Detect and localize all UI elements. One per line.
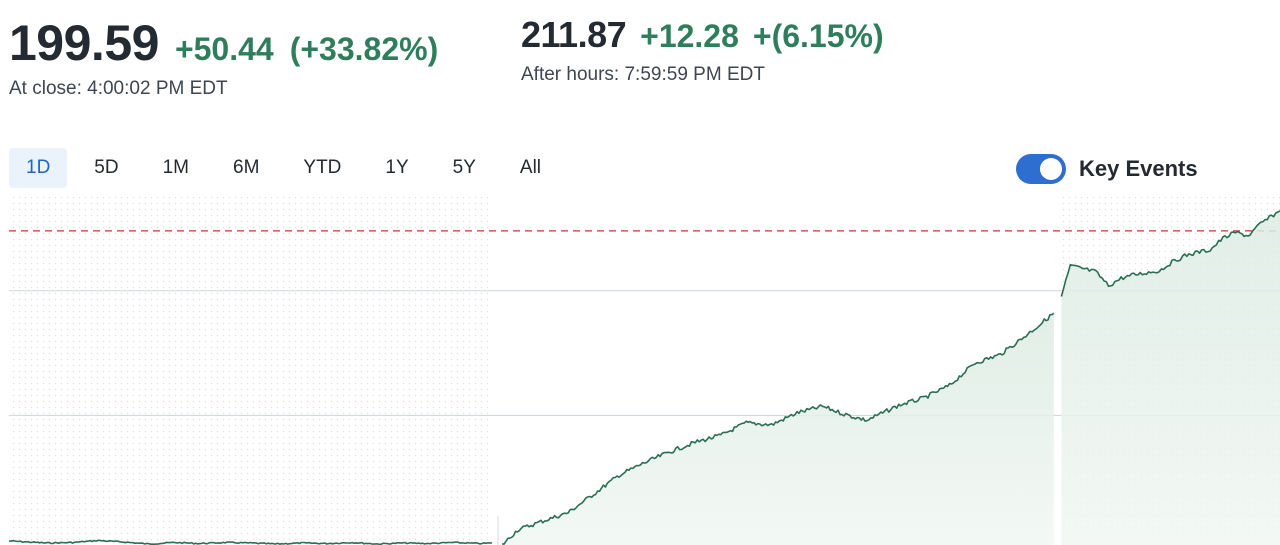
premarket-region [9, 196, 492, 545]
key-events-label: Key Events [1079, 156, 1198, 181]
close-change-percent: (+33.82%) [289, 31, 439, 67]
after-hours-price: 211.87 [521, 14, 627, 55]
close-time-label: At close: 4:00:02 PM EDT [9, 78, 438, 100]
range-1d-button[interactable]: 1D [9, 148, 68, 188]
range-1y-button[interactable]: 1Y [385, 157, 409, 178]
toggle-knob [1040, 158, 1062, 180]
time-range-selector: 1D 5D 1M 6M YTD 1Y 5Y All [9, 148, 568, 188]
range-all-button[interactable]: All [519, 157, 542, 178]
price-area-3 [1061, 211, 1280, 545]
price-line-1 [8, 539, 493, 545]
key-events-toggle[interactable] [1016, 154, 1066, 184]
key-events-control: Key Events [1016, 154, 1198, 184]
price-line-2 [502, 312, 1055, 545]
range-6m-button[interactable]: 6M [233, 157, 260, 178]
close-change: +50.44 [174, 31, 274, 67]
close-price: 199.59 [9, 15, 159, 71]
after-hours-change: +12.28 [640, 18, 739, 54]
close-quote: 199.59 +50.44 (+33.82%) At close: 4:00:0… [9, 14, 438, 100]
after-hours-change-percent: +(6.15%) [752, 18, 884, 54]
range-ytd-button[interactable]: YTD [303, 157, 342, 178]
price-area-2 [502, 313, 1054, 545]
price-line-3 [1060, 210, 1280, 297]
range-5y-button[interactable]: 5Y [452, 157, 476, 178]
after-hours-price-row: 211.87 +12.28 +(6.15%) [521, 14, 884, 56]
close-label-text: At close: 4:00:02 PM EDT [9, 78, 228, 99]
range-5d-button[interactable]: 5D [94, 157, 119, 178]
after-hours-time-label: After hours: 7:59:59 PM EDT [521, 64, 884, 86]
price-chart[interactable] [0, 196, 1280, 545]
moon-icon [783, 66, 799, 84]
close-price-row: 199.59 +50.44 (+33.82%) [9, 14, 438, 72]
after-hours-label-text: After hours: 7:59:59 PM EDT [521, 64, 765, 85]
after-hours-quote: 211.87 +12.28 +(6.15%) After hours: 7:59… [521, 14, 884, 86]
range-1m-button[interactable]: 1M [162, 157, 189, 178]
